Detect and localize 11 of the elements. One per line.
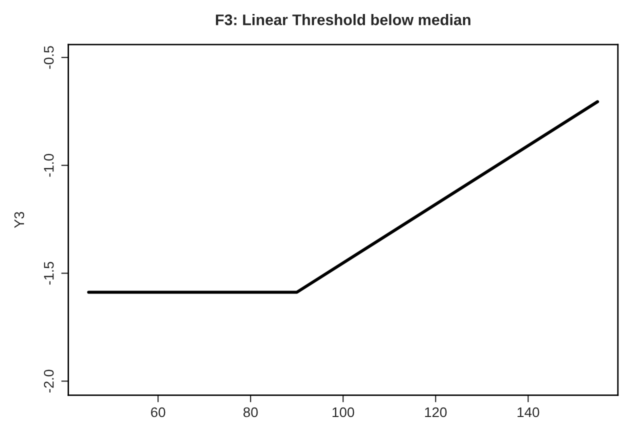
y-tick-label: -2.0: [44, 370, 54, 392]
y-tick-label: -1.5: [44, 262, 54, 285]
y-tick-label: -0.5: [44, 46, 54, 69]
x-tick-label: 120: [425, 407, 447, 418]
x-tick-label: 80: [243, 407, 258, 418]
x-tick-label: 60: [151, 407, 166, 418]
y-axis-title: Y3: [14, 212, 24, 228]
x-tick-label: 100: [332, 407, 354, 418]
x-tick-label: 140: [518, 407, 540, 418]
chart-title: F3: Linear Threshold below median: [216, 14, 470, 26]
y-tick-label: -1.0: [44, 154, 54, 177]
